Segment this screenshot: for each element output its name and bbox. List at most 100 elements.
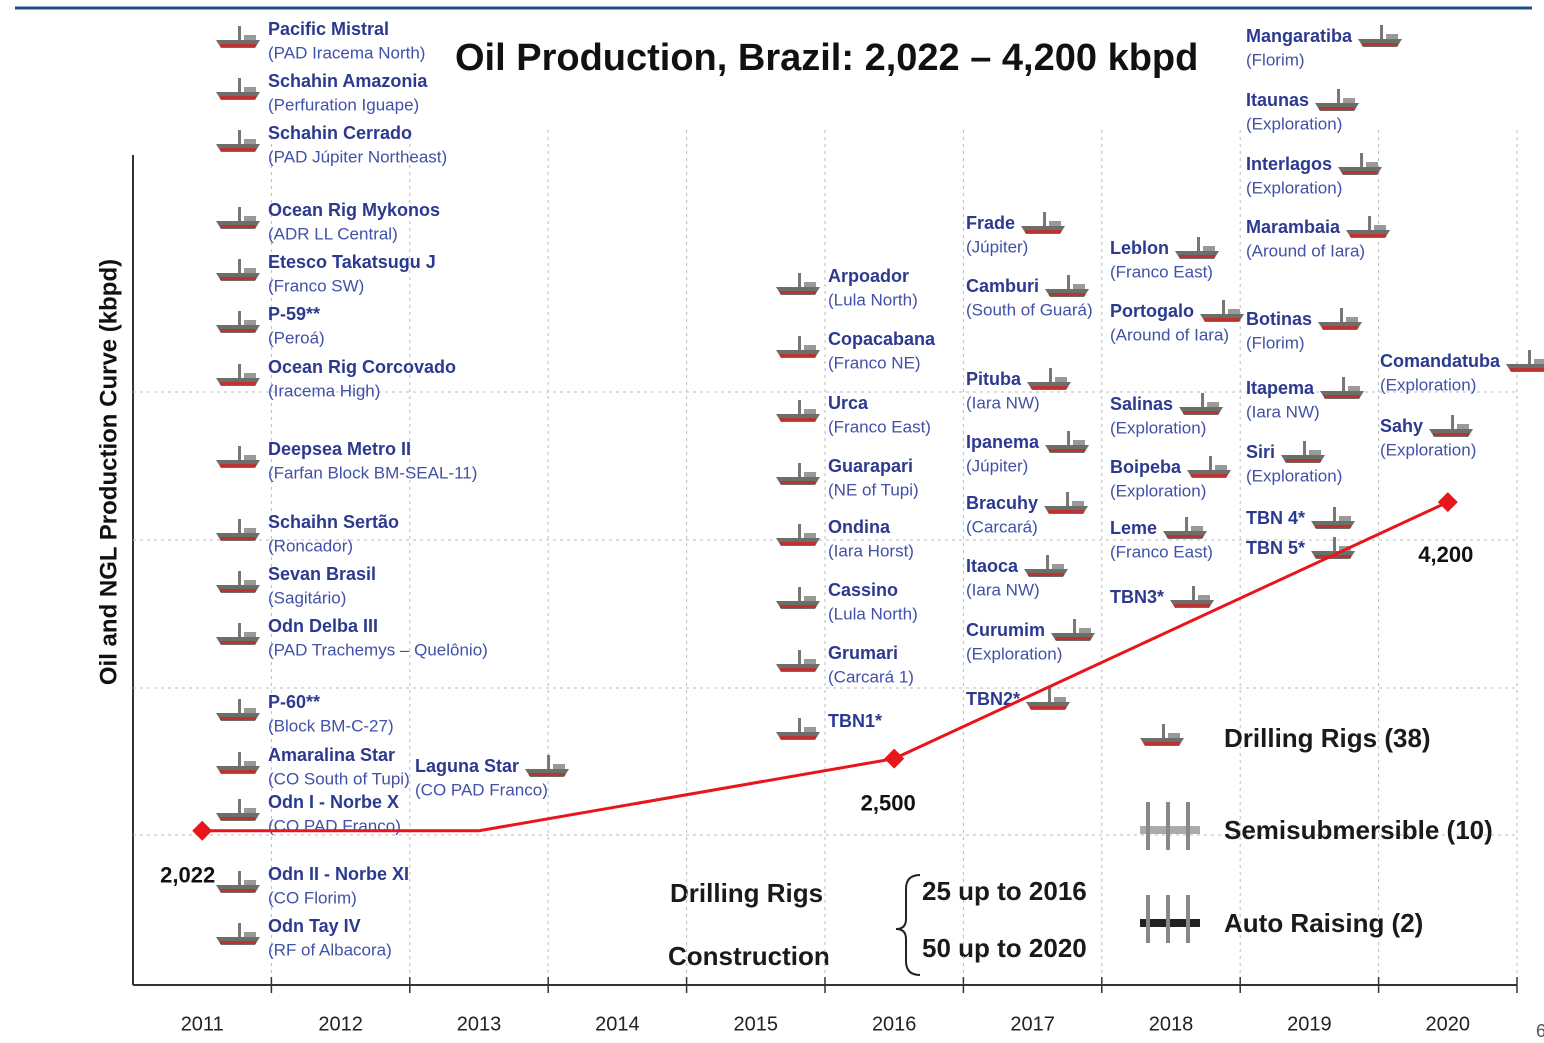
- rig-tower: [1451, 415, 1454, 429]
- rig-location: (Lula North): [828, 290, 918, 309]
- rig-tower: [238, 130, 241, 144]
- x-tick-label: 2017: [1010, 1013, 1055, 1035]
- rig-tower: [1185, 517, 1188, 531]
- rig-stripe: [220, 941, 256, 944]
- rig-icon: [776, 650, 820, 672]
- rig-deck: [1072, 501, 1084, 506]
- rig-location: (Franco East): [1110, 542, 1213, 561]
- rig-icon: [1026, 688, 1070, 710]
- rig-stripe: [1433, 433, 1469, 436]
- rig-deck: [1198, 595, 1210, 600]
- rig-stripe: [780, 291, 816, 294]
- rig-location: (Exploration): [1380, 375, 1476, 394]
- rig-icon: [776, 336, 820, 358]
- rig-icon: [1024, 555, 1068, 577]
- rig-location: (Júpiter): [966, 456, 1028, 475]
- rig-deck: [244, 708, 256, 713]
- rig-deck: [1049, 221, 1061, 226]
- rig-location: (Carcará): [966, 517, 1038, 536]
- rig-tower: [1303, 441, 1306, 455]
- legend-label: Auto Raising (2): [1224, 908, 1423, 938]
- rig-tower: [1197, 237, 1200, 251]
- rig-deck: [553, 764, 565, 769]
- rig-location: (Florim): [1246, 50, 1305, 69]
- rig-location: (Block BM-C-27): [268, 716, 394, 735]
- rig-name: Marambaia: [1246, 217, 1341, 237]
- rig-name: Schahin Amazonia: [268, 71, 428, 91]
- rig-location: (Exploration): [1246, 114, 1342, 133]
- brace: [896, 875, 920, 975]
- rig-deck: [1366, 162, 1378, 167]
- rig-deck: [804, 409, 816, 414]
- rig-tower: [238, 923, 241, 937]
- rig-stripe: [220, 770, 256, 773]
- rig-icon: [1140, 724, 1184, 746]
- rig-stripe: [780, 354, 816, 357]
- rig-name: Urca: [828, 393, 869, 413]
- rig-stripe: [1350, 234, 1386, 237]
- rig-icon: [216, 571, 260, 593]
- rig-stripe: [1174, 604, 1210, 607]
- rig-location: (South of Guará): [966, 300, 1093, 319]
- rig-name: Guarapari: [828, 456, 913, 476]
- rig-deck: [1055, 377, 1067, 382]
- rig-deck: [244, 528, 256, 533]
- rig-tower: [238, 571, 241, 585]
- rig-deck: [804, 282, 816, 287]
- rig-stripe: [1028, 573, 1064, 576]
- rig-location: (Exploration): [1110, 418, 1206, 437]
- rig-stripe: [1315, 525, 1351, 528]
- rig-icon: [1045, 275, 1089, 297]
- rig-icon: [1175, 237, 1219, 259]
- rig-tower: [1073, 619, 1076, 633]
- rig-stripe: [1324, 395, 1360, 398]
- rig-stripe: [220, 641, 256, 644]
- rig-icon: [1506, 350, 1544, 372]
- rig-deck: [244, 932, 256, 937]
- rig-tower: [1201, 393, 1204, 407]
- rig-name: Odn II - Norbe XI: [268, 864, 409, 884]
- rig-deck: [1073, 284, 1085, 289]
- rig-icon: [1318, 308, 1362, 330]
- chart-title: Oil Production, Brazil: 2,022 – 4,200 kb…: [455, 37, 1198, 79]
- rig-tower: [798, 273, 801, 287]
- rig-deck: [1079, 628, 1091, 633]
- rig-name: TBN2*: [966, 689, 1020, 709]
- rig-location: (Júpiter): [966, 237, 1028, 256]
- rig-icon: [525, 755, 569, 777]
- rig-tower: [238, 871, 241, 885]
- rig-icon: [216, 311, 260, 333]
- rig-icon: [1315, 89, 1359, 111]
- rig-deck: [1207, 402, 1219, 407]
- x-tick-label: 2014: [595, 1013, 640, 1035]
- rig-stripe: [220, 717, 256, 720]
- rig-tower: [238, 699, 241, 713]
- data-point: [884, 749, 904, 769]
- rig-stripe: [220, 537, 256, 540]
- rig-deck: [244, 268, 256, 273]
- rig-tower: [238, 26, 241, 40]
- rig-icon: [216, 364, 260, 386]
- rig-stripe: [220, 225, 256, 228]
- rig-stripe: [780, 418, 816, 421]
- rig-icon: [776, 400, 820, 422]
- rig-deck: [244, 880, 256, 885]
- rig-location: (CO South of Tupi): [268, 769, 410, 788]
- rig-tower: [1380, 25, 1383, 39]
- rig-icon: [776, 718, 820, 740]
- rig-location: (Exploration): [1110, 481, 1206, 500]
- rig-tower: [1340, 308, 1343, 322]
- rig-location: (Exploration): [966, 644, 1062, 663]
- rig-icon: [216, 26, 260, 48]
- rig-tower: [238, 752, 241, 766]
- rig-name: Schahin Cerrado: [268, 123, 412, 143]
- rig-name: Cassino: [828, 580, 898, 600]
- rig-icon: [216, 699, 260, 721]
- rig-icon: [1179, 393, 1223, 415]
- rig-deck: [244, 373, 256, 378]
- rig-location: (Franco NE): [828, 353, 921, 372]
- rig-tower: [238, 799, 241, 813]
- rig-stripe: [220, 382, 256, 385]
- rig-name: Botinas: [1246, 309, 1312, 329]
- rig-stripe: [1048, 510, 1084, 513]
